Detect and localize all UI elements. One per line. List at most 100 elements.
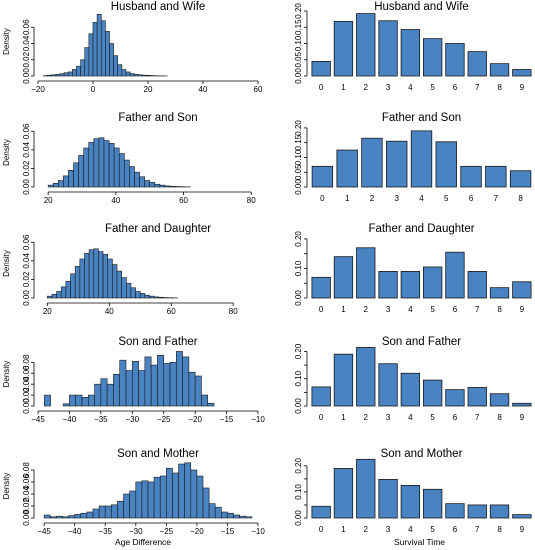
hist-bar <box>144 294 150 299</box>
hist-bar <box>75 394 83 407</box>
y-axis-label: Density <box>2 473 11 500</box>
survival-bar <box>410 130 433 188</box>
survival-bar <box>445 503 465 519</box>
y-tick-label: 0.06 <box>22 365 31 381</box>
y-tick-label: 0.08 <box>22 462 31 478</box>
x-tick-label: 3 <box>386 413 391 422</box>
hist-bar <box>67 71 73 77</box>
hist-bar <box>68 515 75 519</box>
y-tick-label: 0.10 <box>294 370 303 386</box>
x-tick-label: 40 <box>199 85 208 94</box>
hist-bar <box>125 71 131 77</box>
y-tick-label: 0.20 <box>294 231 303 247</box>
hist-bar <box>96 13 102 77</box>
x-tick-label: 3 <box>386 83 391 92</box>
x-tick-label: 5 <box>444 194 449 203</box>
survival-bar <box>422 488 443 519</box>
hist-bar <box>107 258 113 299</box>
survival-bar <box>445 43 465 77</box>
y-tick-label: 0.20 <box>294 457 303 473</box>
x-tick-label: 0 <box>319 413 324 422</box>
x-tick-label: 2 <box>364 413 369 422</box>
x-tick-label: 2 <box>364 305 369 314</box>
x-tick-label: 1 <box>345 194 350 203</box>
x-tick-label: 9 <box>520 83 525 92</box>
hist-bar <box>113 374 121 407</box>
hist-bar <box>81 396 89 407</box>
hist-bar <box>65 280 71 299</box>
y-tick-label: 0.00 <box>294 68 303 84</box>
hist-bar <box>63 72 69 77</box>
x-tick-label: 9 <box>520 525 525 534</box>
x-tick-label: 20 <box>144 85 153 94</box>
x-tick-label: 6 <box>453 83 458 92</box>
hist-bar <box>98 505 106 519</box>
x-tick-label: −40 <box>68 527 82 536</box>
survival-bar <box>422 379 443 407</box>
hist-bar <box>135 291 141 299</box>
hist-bar <box>74 266 81 299</box>
y-tick-label: 0.00 <box>22 290 31 306</box>
hist-bar <box>47 184 54 188</box>
histogram-4: Father and Daughter 20 40 60 80 0.00 0.02 0.04 0… <box>2 223 238 316</box>
hist-bar <box>73 162 79 188</box>
x-tick-label: −15 <box>221 527 235 536</box>
survival-bar <box>333 353 354 407</box>
x-tick-label: 40 <box>111 196 120 205</box>
hist-bar <box>104 505 112 519</box>
hist-bar <box>169 185 176 188</box>
hist-bar <box>98 251 104 299</box>
hist-bar <box>84 253 90 299</box>
x-tick-label: 4 <box>419 194 424 203</box>
hist-bar <box>159 184 166 188</box>
x-tick-label: 4 <box>408 83 413 92</box>
y-tick-label: 0.02 <box>22 51 31 67</box>
histogram-0: Husband and Wife −20 0 20 40 60 0.000.020.040.… <box>2 1 263 94</box>
survival-bar <box>400 29 421 77</box>
hist-bar <box>125 370 133 407</box>
hist-bar <box>129 166 135 188</box>
hist-bar <box>157 354 165 407</box>
x-tick-label: 4 <box>408 525 413 534</box>
hist-bar <box>55 74 61 77</box>
survival-bar <box>512 402 532 407</box>
hist-bar <box>166 467 173 519</box>
hist-bar <box>159 475 167 519</box>
hist-bar <box>233 514 240 519</box>
y-tick-label: 0.10 <box>294 35 303 51</box>
y-axis-label: Density <box>2 361 11 388</box>
hist-bar <box>190 469 198 519</box>
panel-title: Son and Father <box>382 336 461 348</box>
survival-bar <box>378 478 398 519</box>
survival-bar <box>489 504 510 519</box>
x-tick-label: −25 <box>157 415 171 424</box>
panel-title: Son and Father <box>118 336 197 348</box>
x-tick-label: 3 <box>386 305 391 314</box>
x-tick-label: 0 <box>91 85 96 94</box>
x-tick-label: 5 <box>430 413 435 422</box>
x-tick-label: 2 <box>364 525 369 534</box>
hist-bar <box>79 258 85 299</box>
y-tick-label: 0.04 <box>22 253 31 269</box>
hist-bar <box>92 508 100 519</box>
y-tick-label: 0.00 <box>294 510 303 526</box>
hist-bar <box>164 185 171 188</box>
hist-bar <box>121 277 127 299</box>
x-tick-label: 6 <box>453 413 458 422</box>
hist-bar <box>227 512 234 519</box>
y-tick-label: 0.06 <box>22 123 31 139</box>
x-tick-label: −40 <box>63 415 77 424</box>
y-tick-label: 0.00 <box>294 290 303 306</box>
hist-bar <box>60 286 67 299</box>
hist-bar <box>196 475 204 519</box>
hist-bar <box>105 31 110 77</box>
survival-bar <box>356 247 376 299</box>
survival-bar <box>311 386 331 407</box>
hist-bar <box>129 490 137 519</box>
x-axis-label: Age Difference <box>115 537 171 547</box>
hist-bar <box>80 512 88 519</box>
hist-bar <box>134 171 140 188</box>
survival-bar <box>336 149 358 188</box>
hist-bar <box>138 74 143 77</box>
survival-bar <box>378 20 398 77</box>
